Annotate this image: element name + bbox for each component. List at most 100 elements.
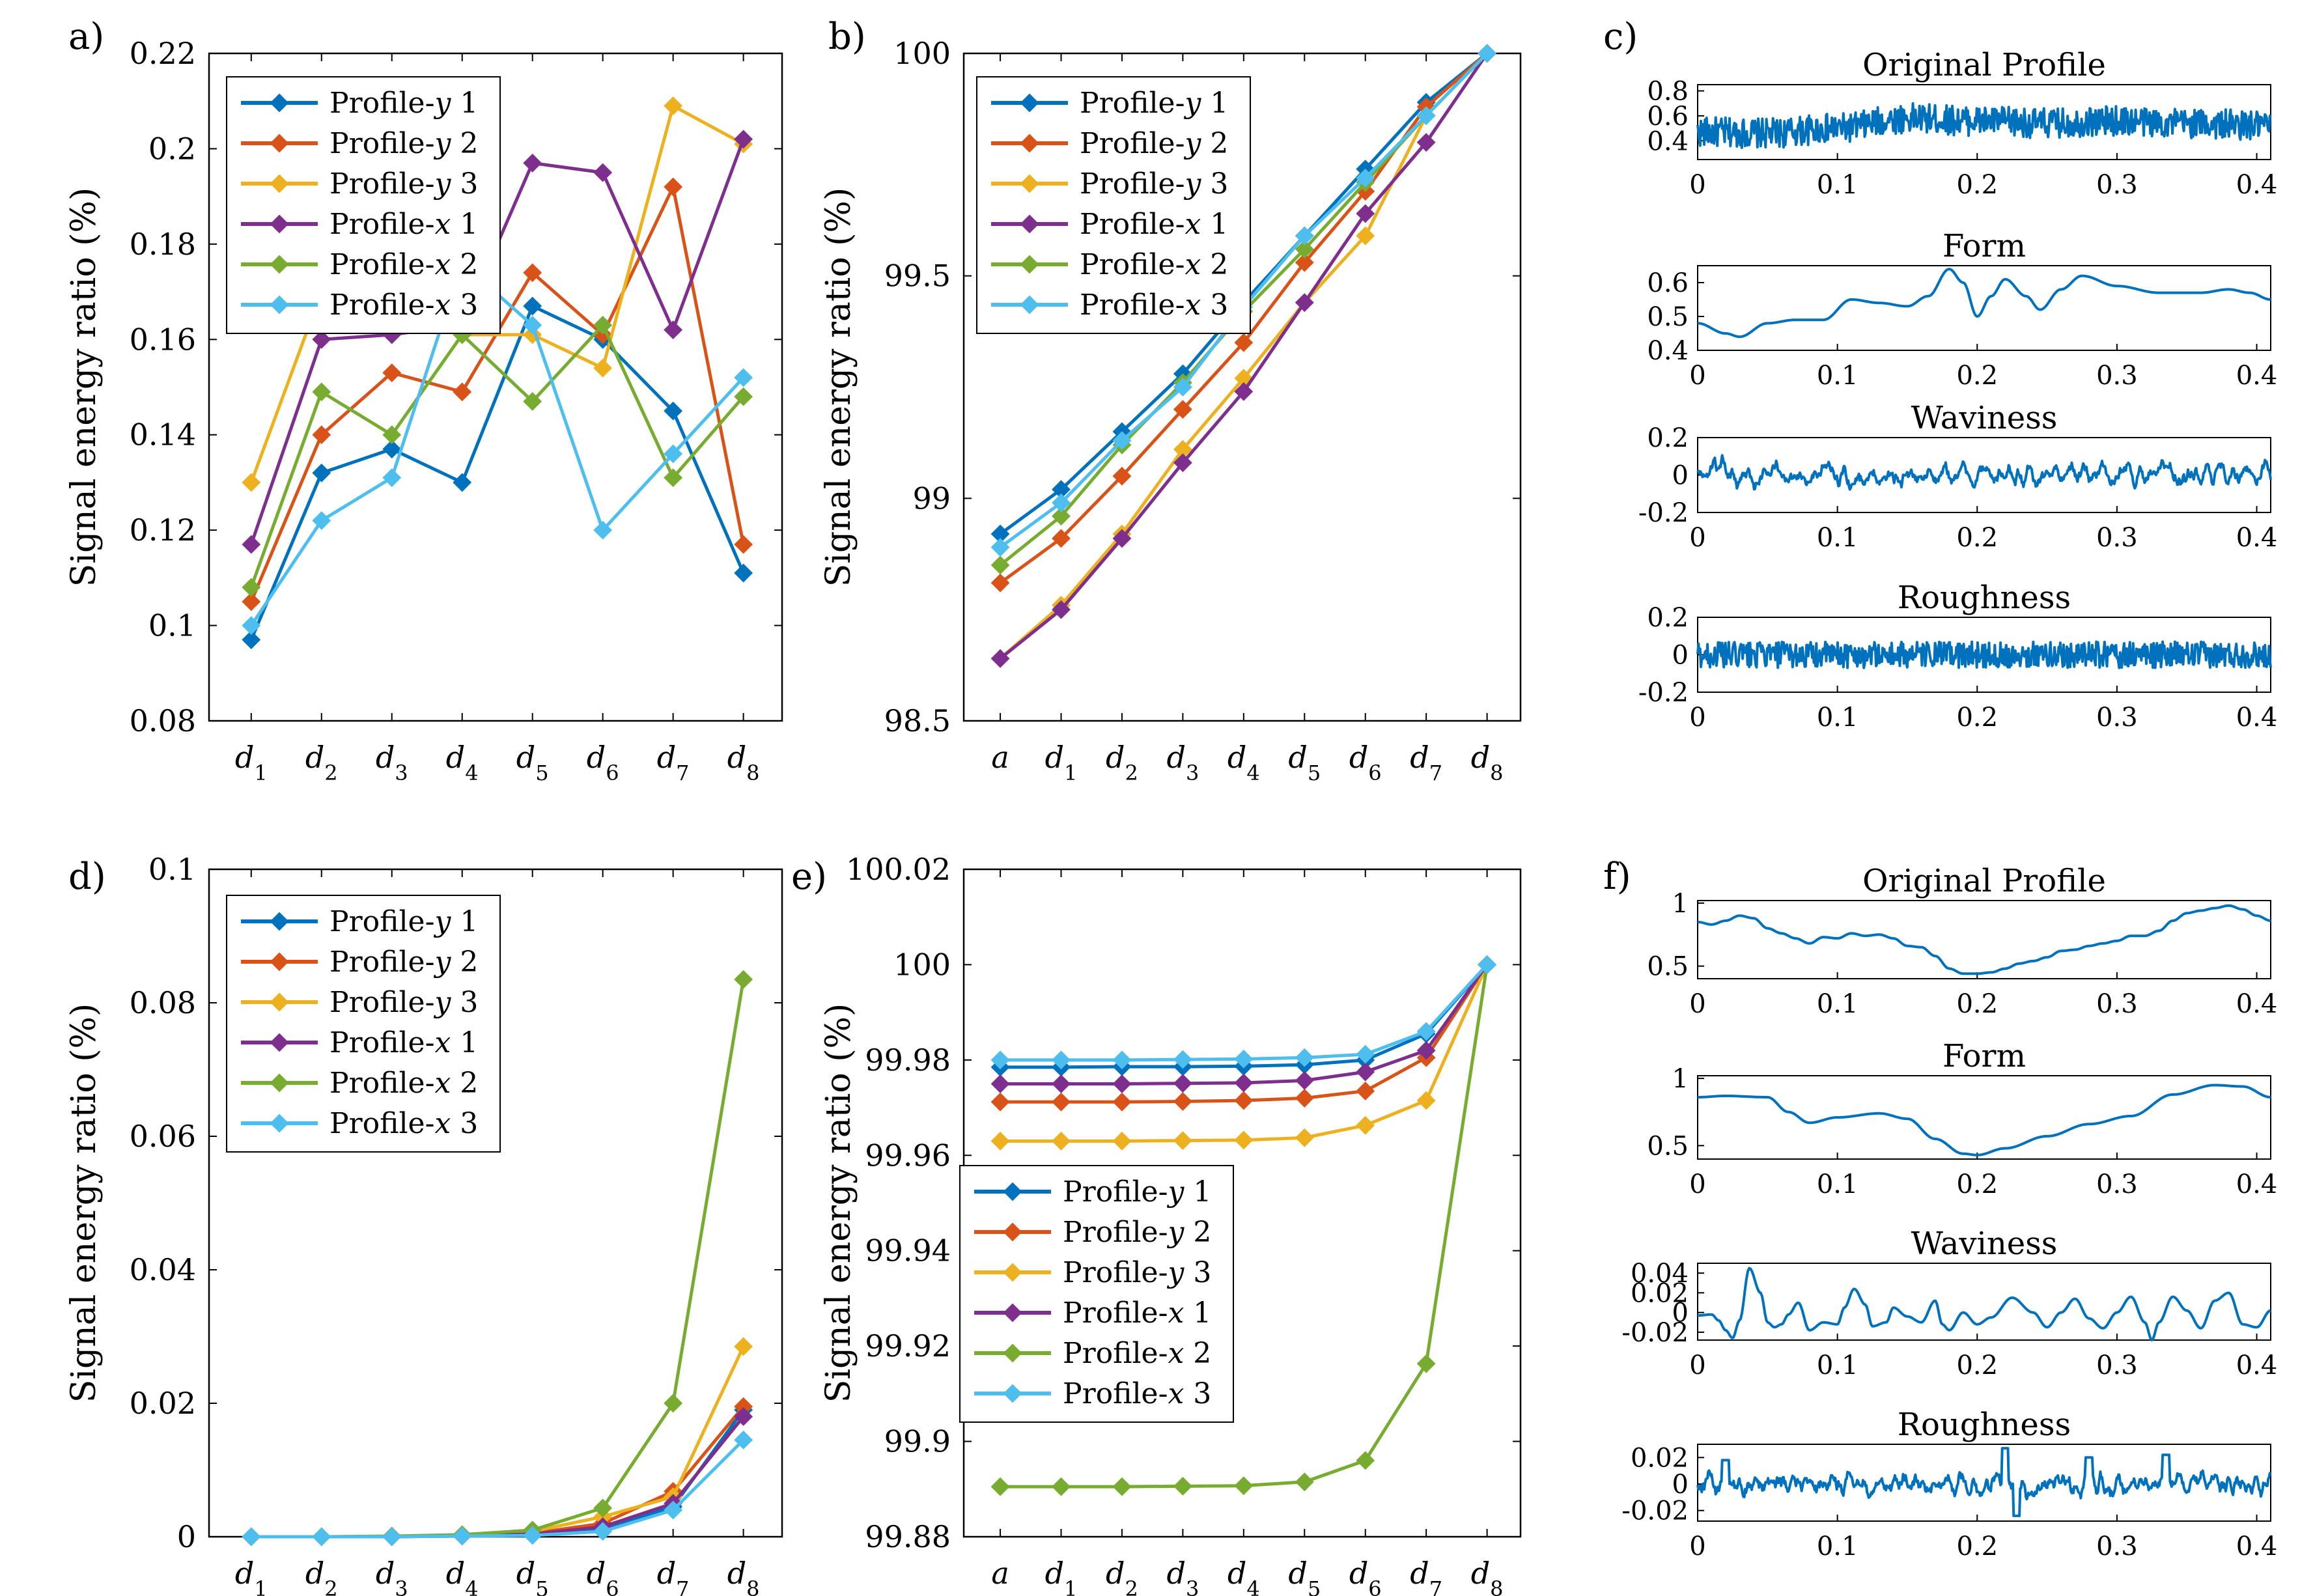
y-tick-label: 0.6 xyxy=(1647,268,1689,298)
y-axis-label: Signal energy ratio (%) xyxy=(64,1003,104,1403)
x-tick-label: 0.3 xyxy=(2096,170,2138,200)
x-tick-label: 0.3 xyxy=(2096,1351,2138,1380)
y-tick-label: 100 xyxy=(893,947,951,982)
data-point xyxy=(1356,226,1375,245)
data-point xyxy=(1052,493,1071,512)
x-tick-label: d7 xyxy=(1410,740,1442,785)
legend-item: Profile-x 3 xyxy=(991,288,1228,322)
y-tick-label: 99.98 xyxy=(865,1043,951,1078)
y-tick-label: 99.9 xyxy=(884,1424,951,1459)
data-point xyxy=(1234,1073,1254,1093)
legend-item: Profile-x 3 xyxy=(241,288,478,322)
y-tick-label: 99.94 xyxy=(865,1233,951,1268)
x-tick-label: d3 xyxy=(1166,740,1199,785)
legend-marker xyxy=(270,255,289,274)
data-point xyxy=(523,392,542,411)
series-1 xyxy=(242,1400,753,1547)
data-point xyxy=(1052,1074,1071,1093)
data-point xyxy=(1416,1041,1436,1060)
y-tick-label: 0 xyxy=(1672,461,1689,491)
y-tick-label: 0.2 xyxy=(1647,423,1689,453)
series-line xyxy=(251,1408,745,1539)
legend-label: Profile-y 3 xyxy=(1063,1256,1211,1289)
x-tick-label: 0.2 xyxy=(1956,523,1998,553)
profile-line xyxy=(1697,904,2271,975)
x-tick-label: d5 xyxy=(1288,1556,1321,1596)
data-point xyxy=(523,315,542,335)
legend-label: Profile-x 2 xyxy=(330,1067,478,1100)
legend-marker xyxy=(270,1113,289,1133)
data-point xyxy=(1416,1022,1436,1041)
data-point xyxy=(990,649,1010,668)
y-tick-label: 98.5 xyxy=(884,703,951,738)
x-tick-label: 0.1 xyxy=(1817,703,1858,733)
legend-marker xyxy=(270,952,289,972)
legend-marker xyxy=(270,174,289,193)
x-tick-label: 0.2 xyxy=(1956,361,1998,391)
data-point xyxy=(990,538,1010,557)
x-tick-label: 0.1 xyxy=(1817,523,1858,553)
x-tick-label: d3 xyxy=(376,740,408,785)
data-point xyxy=(990,1050,1010,1070)
data-point xyxy=(1295,226,1314,245)
data-point xyxy=(1234,382,1254,401)
data-point xyxy=(523,153,542,173)
data-point xyxy=(312,511,331,530)
data-point xyxy=(593,1498,613,1518)
y-tick-label: 0.5 xyxy=(1647,302,1689,332)
subplot-frame xyxy=(1697,1444,2271,1522)
x-tick-label: 0 xyxy=(1689,523,1705,553)
data-point xyxy=(1173,1050,1192,1069)
y-tick-label: 0.04 xyxy=(1631,1259,1689,1289)
x-tick-label: 0.2 xyxy=(1956,1169,1998,1199)
y-tick-label: 0.4 xyxy=(1647,126,1689,156)
legend-item: Profile-y 2 xyxy=(991,127,1228,160)
series-3 xyxy=(990,955,1497,1151)
x-tick-label: 0.4 xyxy=(2236,361,2278,391)
legend-item: Profile-x 1 xyxy=(991,208,1228,241)
subplot-roughness: Roughness-0.200.20 0.1 0.2 0.3 0.4 xyxy=(1638,580,2277,733)
data-point xyxy=(1173,453,1192,473)
data-point xyxy=(593,163,613,182)
data-point xyxy=(664,444,683,464)
legend-box xyxy=(959,1165,1234,1423)
profile-line xyxy=(1697,1267,2271,1341)
y-tick-label: 0 xyxy=(1672,641,1689,671)
y-tick-label: 0.1 xyxy=(148,852,196,887)
data-point xyxy=(734,368,753,387)
legend-box xyxy=(226,895,501,1153)
x-tick-label: d2 xyxy=(1106,1556,1138,1596)
legend-item: Profile-x 2 xyxy=(991,248,1228,281)
panel-label: a) xyxy=(68,16,104,58)
legend-item: Profile-y 3 xyxy=(991,167,1228,201)
x-tick-label: 0.3 xyxy=(2096,1532,2138,1561)
panel-label: f) xyxy=(1603,856,1631,898)
series-4 xyxy=(990,44,1497,668)
x-tick-label: 0 xyxy=(1689,1351,1705,1380)
subplot-title: Waviness xyxy=(1911,1225,2058,1262)
x-tick-label: d3 xyxy=(1166,1556,1199,1596)
subplot-original-profile: Original Profile 0.5 1 0 0.1 0.2 0.3 0.4 xyxy=(1647,863,2277,1019)
data-point xyxy=(593,520,613,540)
data-point xyxy=(990,555,1010,575)
y-tick-label: 99.5 xyxy=(884,259,951,294)
data-point xyxy=(1416,106,1436,126)
data-point xyxy=(382,425,402,445)
legend-label: Profile-y 1 xyxy=(330,87,478,120)
x-tick-label: d6 xyxy=(587,740,619,785)
data-point xyxy=(523,263,542,283)
y-tick-label: 0.02 xyxy=(1631,1278,1689,1308)
data-point xyxy=(1478,955,1497,974)
x-tick-label: 0.4 xyxy=(2236,1169,2278,1199)
x-tick-label: a xyxy=(991,1556,1009,1591)
data-point xyxy=(1112,1074,1132,1093)
legend-item: Profile-x 2 xyxy=(241,1067,478,1100)
data-point xyxy=(1112,466,1132,486)
data-point xyxy=(990,1131,1010,1151)
y-tick-label: 0.22 xyxy=(130,36,196,71)
subplot-frame xyxy=(1697,265,2271,351)
data-point xyxy=(1295,1089,1314,1108)
legend-item: Profile-y 2 xyxy=(974,1216,1211,1249)
